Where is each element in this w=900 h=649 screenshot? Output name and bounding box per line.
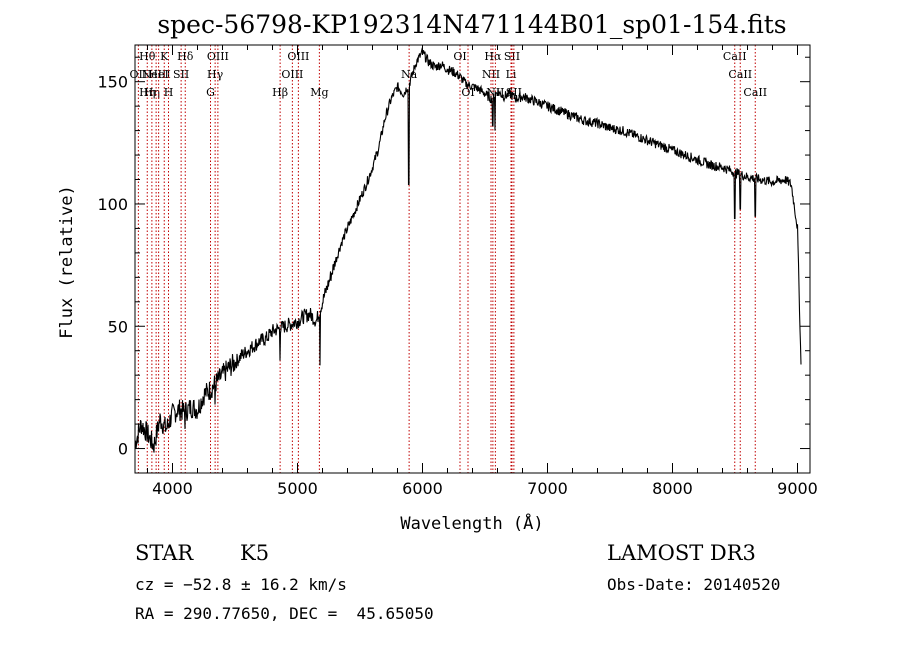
marker-label: Mg — [310, 86, 328, 99]
marker-label: CaII — [723, 50, 747, 63]
marker-label: SII — [504, 50, 520, 63]
x-tick-label: 8000 — [652, 479, 693, 498]
marker-label: Hγ — [207, 68, 224, 81]
marker-label: CaII — [728, 68, 752, 81]
x-tick-label: 5000 — [277, 479, 318, 498]
y-tick-label: 0 — [118, 440, 128, 459]
marker-label: CaII — [743, 86, 767, 99]
marker-label: Li — [506, 68, 517, 81]
y-tick-label: 50 — [108, 317, 128, 336]
marker-label: OIII — [287, 50, 309, 63]
marker-label: G — [206, 86, 215, 99]
series-group — [134, 47, 802, 453]
marker-label: OI — [453, 50, 466, 63]
marker-label: K — [160, 50, 169, 63]
x-axis-label: Wavelength (Å) — [400, 512, 543, 534]
x-tick-label: 6000 — [402, 479, 443, 498]
axes-group: 4000 5000 6000 7000 8000 9000 0 50 100 150 — [97, 44, 818, 498]
x-tick-label: 4000 — [152, 479, 193, 498]
y-tick-label: 100 — [97, 195, 128, 214]
chart-title: spec-56798-KP192314N471144B01_sp01-154.f… — [157, 10, 786, 39]
marker-label: Hη — [139, 86, 155, 99]
object-subclass: K5 — [240, 541, 269, 565]
marker-label: Hη — [144, 86, 160, 99]
survey-name: LAMOST DR3 — [607, 541, 756, 565]
ra-dec: RA = 290.77650, DEC = 45.65050 — [135, 604, 434, 623]
marker-label: OI — [461, 86, 474, 99]
marker-label: Hα — [484, 50, 502, 63]
y-axis-label: Flux (relative) — [57, 185, 77, 339]
y-tick-label: 150 — [97, 73, 128, 92]
marker-label: NII — [482, 68, 500, 81]
marker-label: Hβ — [272, 86, 288, 99]
marker-label: OII — [130, 68, 148, 81]
obs-date: Obs-Date: 20140520 — [607, 575, 780, 594]
marker-label: NeIII — [142, 68, 171, 81]
marker-label: OIII — [281, 68, 303, 81]
marker-label: SII — [173, 68, 189, 81]
x-tick-label: 9000 — [777, 479, 818, 498]
marker-label: HeI — [148, 68, 168, 81]
marker-label: H — [164, 86, 174, 99]
x-tick-label: 7000 — [527, 479, 568, 498]
marker-label: Hδ — [177, 50, 194, 63]
marker-label: Hθ — [139, 50, 156, 63]
spectrum-line-0 — [134, 47, 802, 453]
redshift-cz: cz = −52.8 ± 16.2 km/s — [135, 575, 347, 594]
object-class: STAR — [135, 541, 194, 565]
marker-label: OIII — [207, 50, 229, 63]
